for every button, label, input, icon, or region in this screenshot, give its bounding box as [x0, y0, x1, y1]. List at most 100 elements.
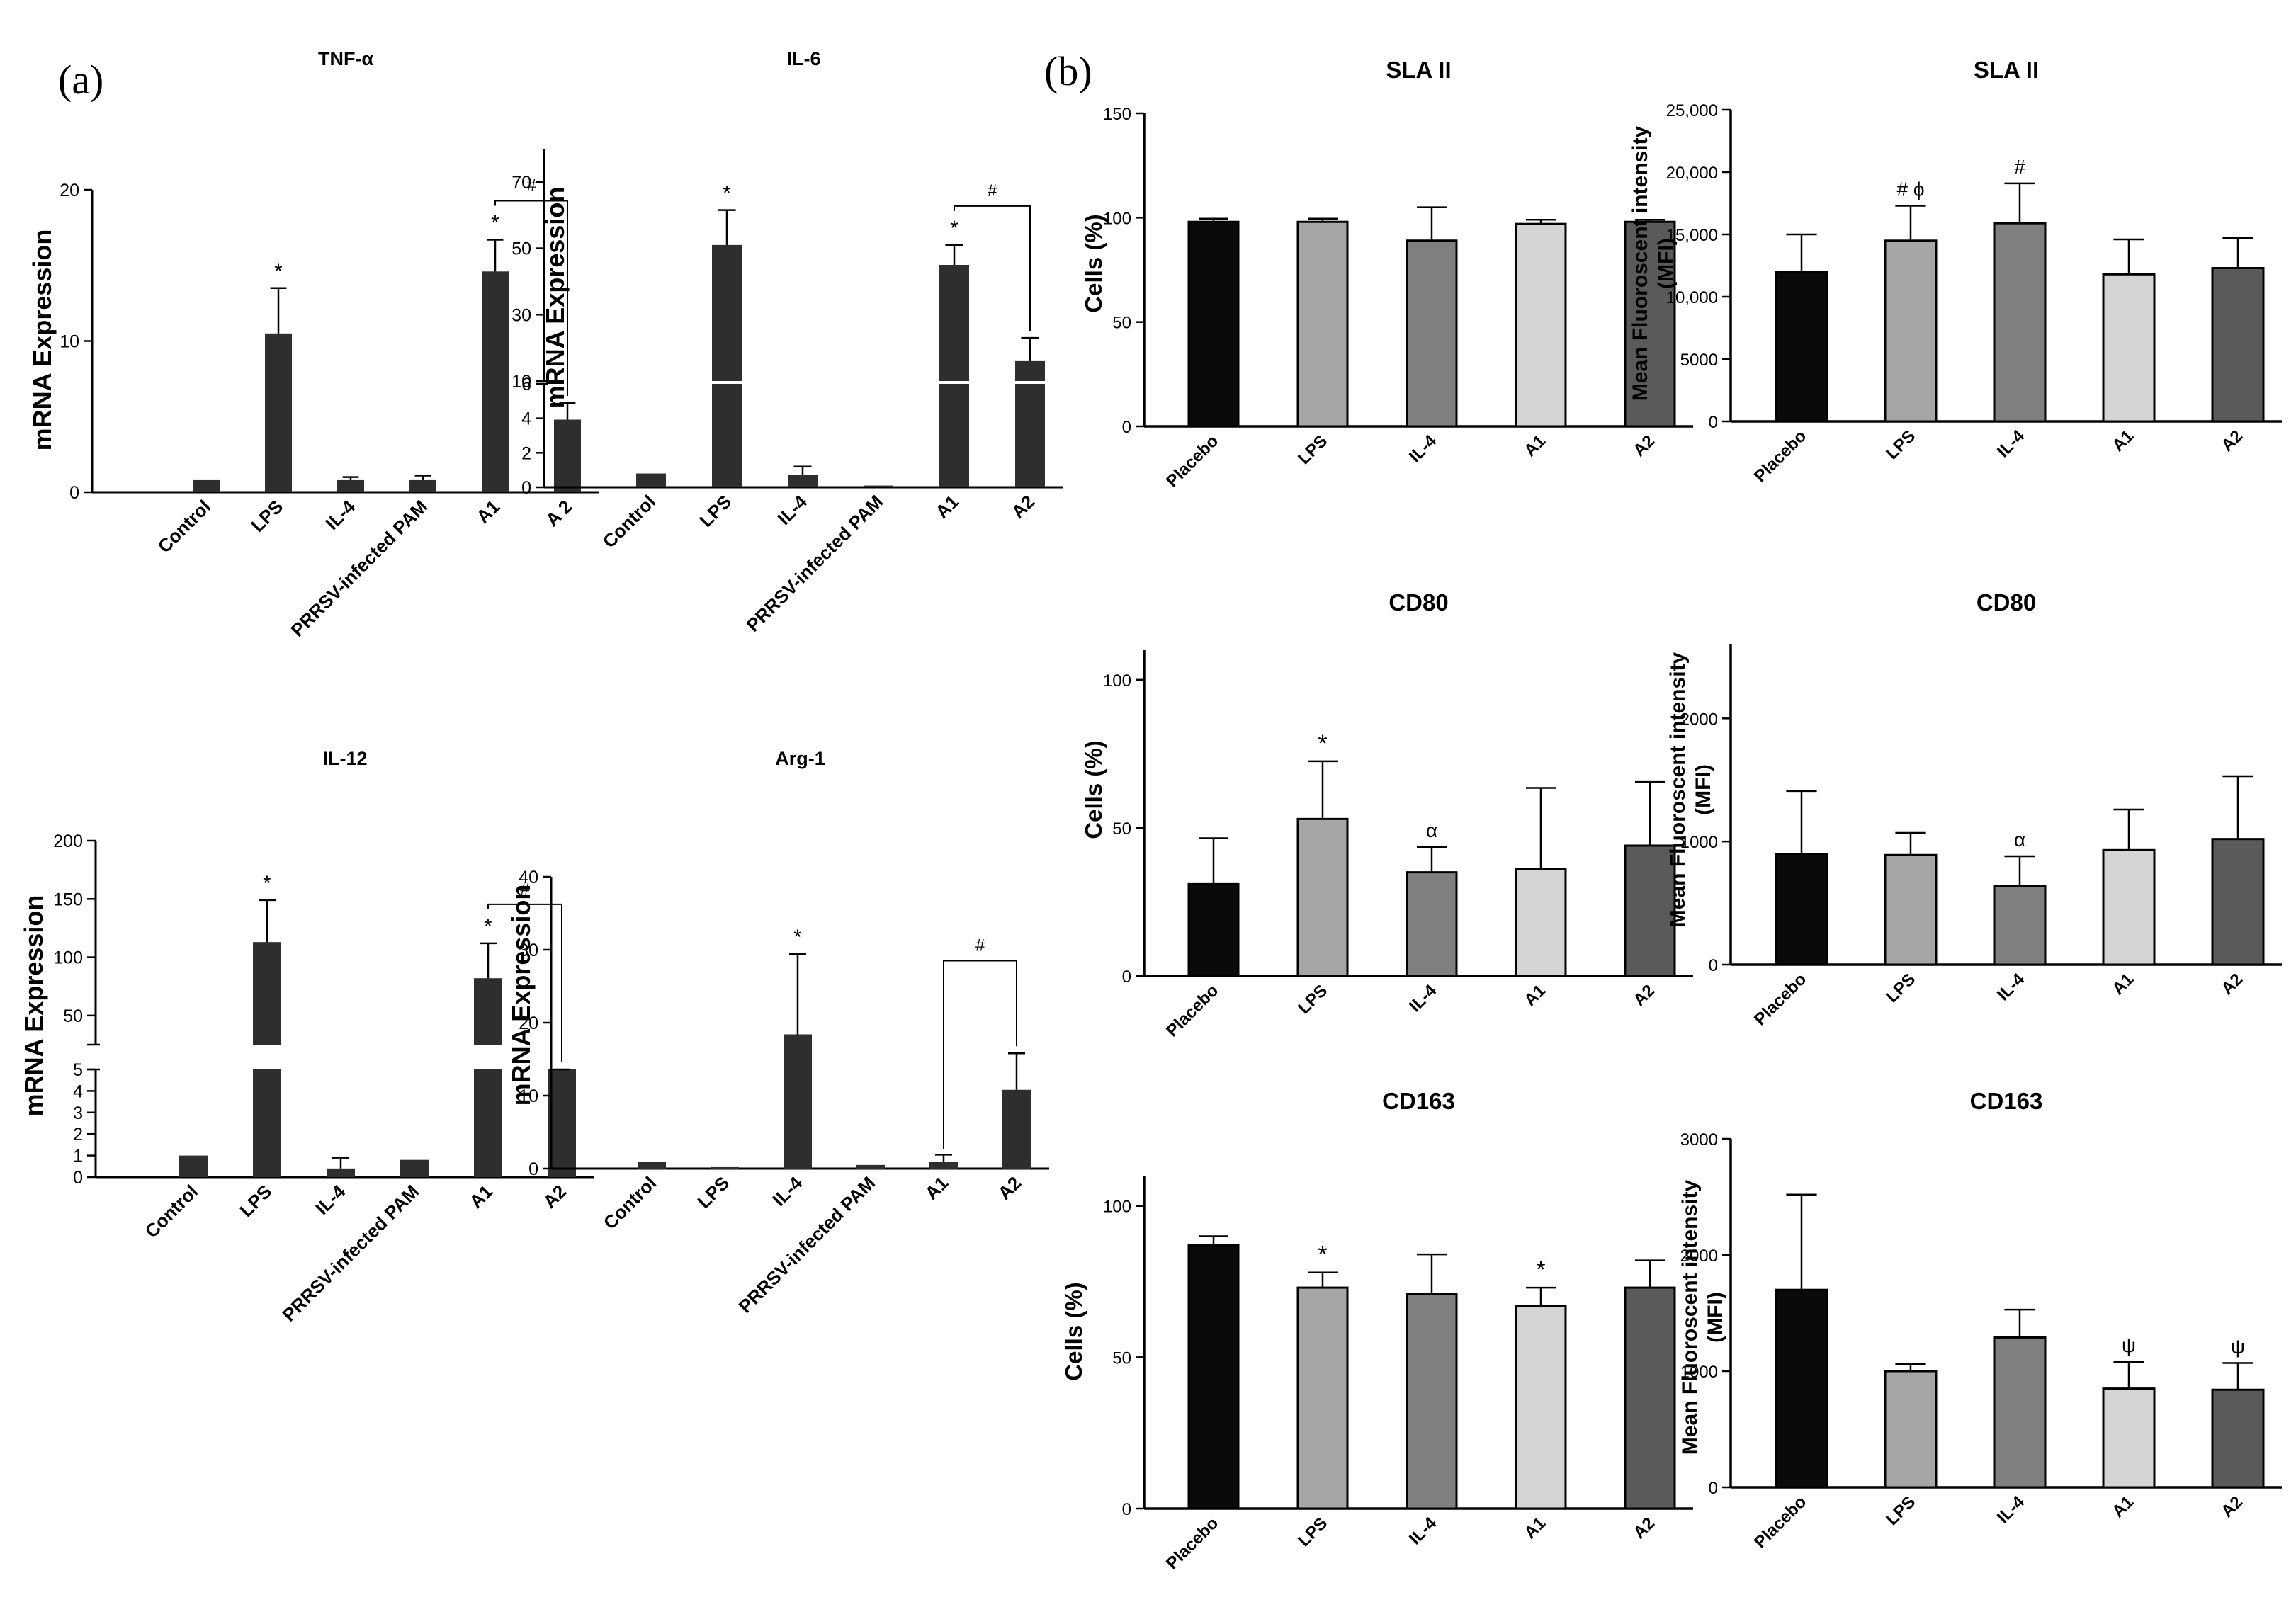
- bar-a1: [2102, 273, 2156, 423]
- bar-placebo: [1775, 271, 1828, 423]
- chart-title: IL-12: [322, 748, 367, 769]
- y-tick-label: 2000: [1680, 710, 1718, 729]
- panel-label-b: (b): [1044, 48, 1092, 94]
- y-tick-label: 10: [519, 1086, 538, 1106]
- x-tick-label: A2: [2217, 426, 2246, 455]
- bar-a1: [1515, 1305, 1567, 1510]
- bar-prrsv-infected-pam: [409, 479, 436, 492]
- x-tick-label: Placebo: [1751, 426, 1810, 486]
- x-tick-label: Placebo: [1751, 970, 1810, 1029]
- x-tick-label: A1: [932, 491, 963, 523]
- y-tick-label: 50: [1112, 1348, 1131, 1368]
- y-tick-label: 20,000: [1666, 164, 1718, 183]
- y-tick-label: 50: [511, 239, 531, 259]
- significance-mark: ψ: [2231, 1336, 2245, 1358]
- y-tick-label: 150: [53, 890, 83, 909]
- chart-sla_mfi: SLA II 0 5000 10,000 15,000 20,000 25,000 Mean …: [1629, 57, 2282, 486]
- chart-cd80_pct: CD80 0 50 100 Cells (%) Placebo LPS IL-4 A1 A2 * α: [1080, 589, 1693, 1040]
- y-axis-label: Cells (%): [1061, 1282, 1087, 1380]
- bar-lps-upper: [253, 942, 281, 1045]
- y-axis-label: Cells (%): [1080, 740, 1107, 839]
- x-tick-label: IL-4: [773, 491, 811, 529]
- significance-mark: *: [1318, 730, 1327, 757]
- bar-lps: [253, 1069, 281, 1177]
- chart-title: Arg-1: [775, 748, 825, 769]
- bar-a2-upper: [1015, 360, 1045, 381]
- bar-a-2: [554, 419, 581, 492]
- bar-control: [636, 473, 666, 487]
- significance-mark: *: [723, 182, 731, 205]
- bracket-label: #: [988, 181, 997, 200]
- chart-title: CD163: [1970, 1088, 2043, 1114]
- bar-prrsv-infected-pam: [856, 1164, 885, 1169]
- y-tick-label: 100: [1103, 1198, 1131, 1217]
- x-tick-label: Placebo: [1163, 1514, 1222, 1573]
- x-tick-label: Control: [154, 496, 215, 557]
- y-axis-label: mRNA Expression: [19, 895, 48, 1117]
- bar-a1: [482, 271, 509, 492]
- x-tick-label: A2: [994, 1172, 1026, 1204]
- panel-label-a: (a): [58, 57, 103, 103]
- y-tick-label: 0: [1709, 956, 1718, 975]
- y-tick-label: 10,000: [1666, 288, 1718, 307]
- x-tick-label: A1: [2108, 1492, 2137, 1521]
- x-tick-label: LPS: [695, 491, 735, 531]
- significance-mark: *: [1536, 1256, 1545, 1283]
- y-tick-label: 5000: [1680, 351, 1718, 370]
- y-axis-label-unit: (MFI): [1654, 238, 1678, 289]
- significance-mark: *: [274, 260, 283, 283]
- x-tick-label: Placebo: [1163, 981, 1222, 1040]
- y-tick-label: 1000: [1680, 833, 1718, 852]
- chart-sla_pct: SLA II 0 50 100 150 Cells (%) Placebo LPS IL-4 A1…: [1080, 57, 1693, 491]
- y-tick-label: 100: [53, 948, 83, 968]
- x-tick-label: A1: [1520, 431, 1549, 460]
- bar-il-4: [327, 1168, 355, 1177]
- y-tick-label: 2: [521, 443, 531, 463]
- y-tick-label: 3: [73, 1103, 83, 1123]
- chart-title: CD80: [1389, 589, 1448, 615]
- bar-placebo: [1187, 1244, 1240, 1510]
- x-tick-label: A1: [473, 496, 504, 528]
- y-tick-label: 70: [511, 173, 531, 193]
- x-tick-label: IL-4: [1994, 970, 2029, 1005]
- bar-a2: [548, 1069, 576, 1177]
- comparison-bracket: [494, 200, 568, 397]
- x-tick-label: PRRSV-infected PAM: [734, 1172, 879, 1317]
- chart-cd163_pct: CD163 0 50 100 Cells (%) Placebo LPS IL-4 A1 A2 * *: [1061, 1088, 1693, 1573]
- bar-a1-upper: [939, 265, 969, 381]
- bar-lps: [265, 333, 292, 492]
- x-tick-label: IL-4: [1406, 1514, 1441, 1549]
- x-tick-label: LPS: [1294, 981, 1331, 1018]
- y-tick-label: 4: [521, 409, 531, 429]
- bar-il-4: [337, 479, 364, 492]
- y-tick-label: 0: [1122, 1500, 1131, 1519]
- x-tick-label: A 2: [541, 496, 576, 530]
- y-tick-label: 100: [1103, 209, 1131, 228]
- significance-mark: *: [484, 915, 492, 938]
- y-tick-label: 4: [73, 1081, 83, 1101]
- x-tick-label: LPS: [1882, 1492, 1919, 1529]
- significance-mark: # ϕ: [1896, 178, 1924, 200]
- bar-a2: [2211, 267, 2265, 423]
- y-tick-label: 50: [1112, 314, 1131, 333]
- bar-lps: [711, 1166, 739, 1169]
- x-tick-label: LPS: [693, 1172, 733, 1213]
- x-tick-label: IL-4: [1406, 981, 1441, 1016]
- x-tick-label: LPS: [1294, 1514, 1331, 1550]
- bar-prrsv-infected-pam: [864, 485, 893, 487]
- chart-title: IL-6: [786, 48, 820, 69]
- bar-a1: [2102, 1387, 2156, 1489]
- y-axis-label: Mean Fluoroscent intensity: [1666, 652, 1690, 927]
- bar-il-4: [788, 475, 818, 487]
- y-tick-label: 3000: [1680, 1130, 1718, 1149]
- y-tick-label: 30: [519, 941, 538, 960]
- bar-prrsv-infected-pam: [400, 1159, 429, 1177]
- y-tick-label: 5: [73, 1060, 83, 1080]
- x-tick-label: A1: [1520, 981, 1549, 1010]
- y-tick-label: 20: [60, 181, 79, 200]
- x-tick-label: LPS: [235, 1181, 276, 1221]
- bar-placebo: [1187, 220, 1240, 428]
